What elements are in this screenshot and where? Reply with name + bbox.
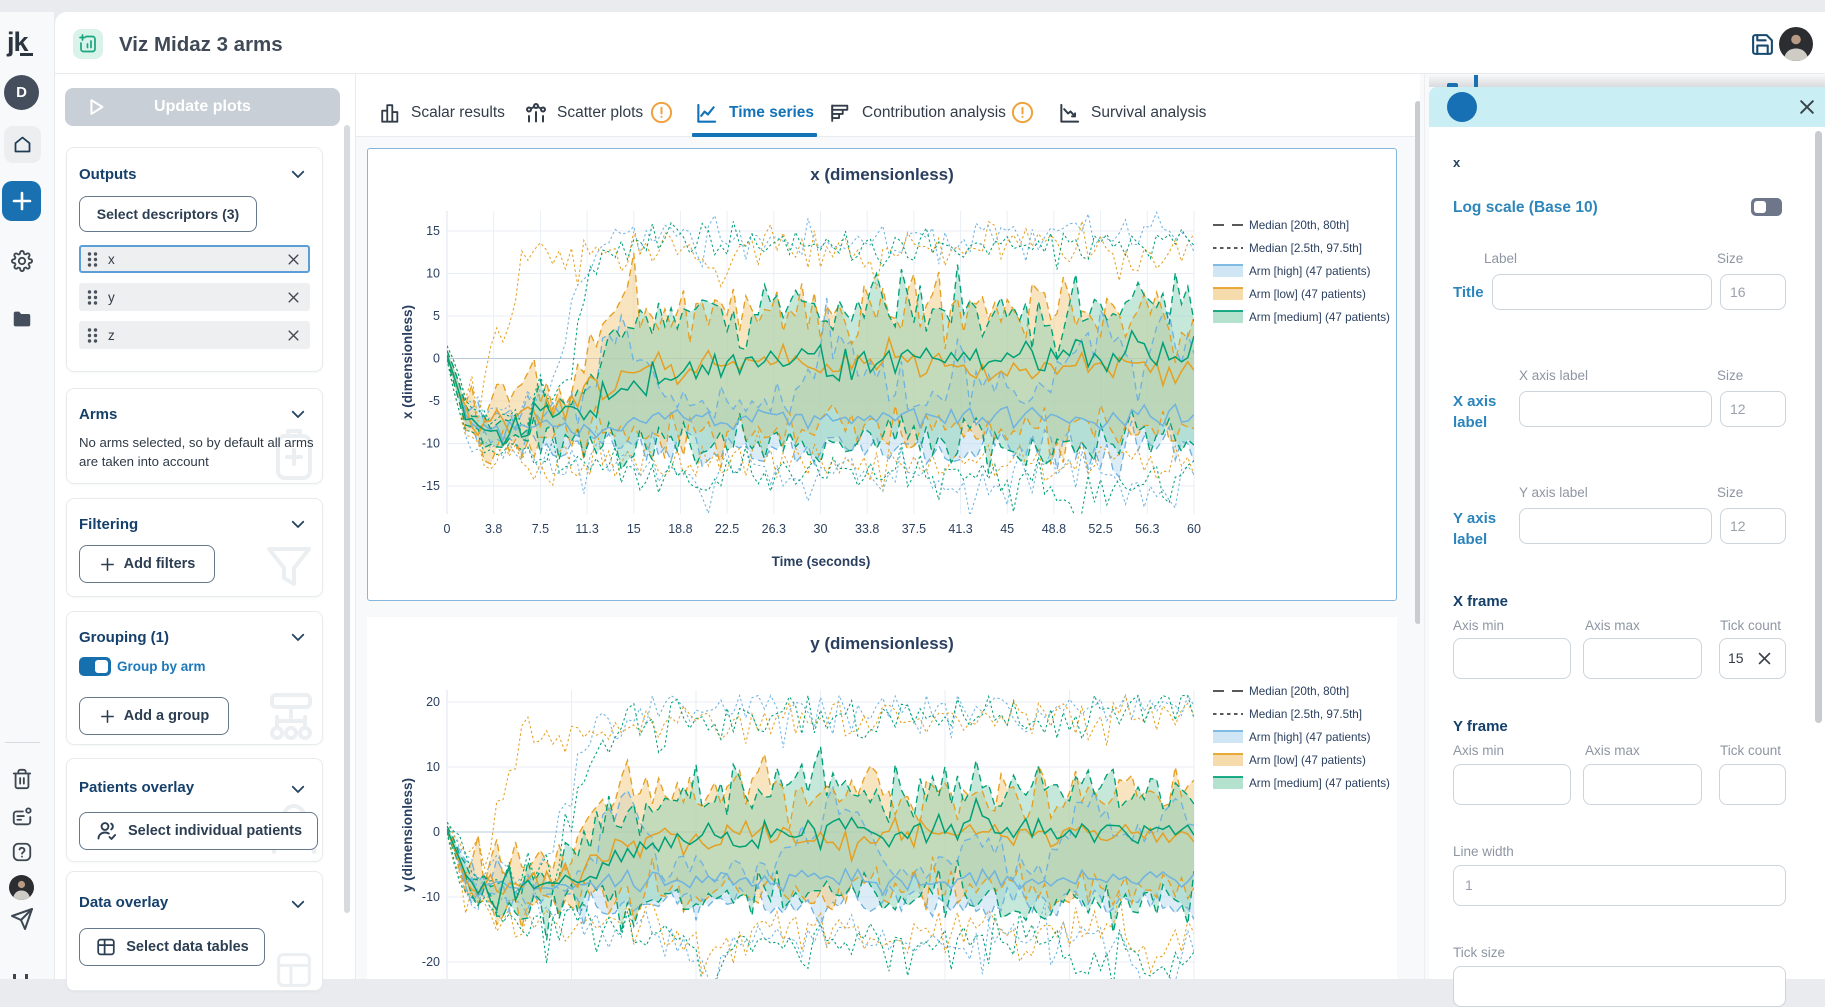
svg-text:Arm [medium] (47 patients): Arm [medium] (47 patients): [1249, 777, 1390, 790]
svg-text:45: 45: [1000, 522, 1014, 536]
svg-text:15: 15: [627, 522, 641, 536]
svg-text:10: 10: [426, 760, 440, 774]
svg-text:x (dimensionless): x (dimensionless): [400, 305, 415, 419]
svg-text:56.3: 56.3: [1135, 522, 1159, 536]
svg-text:-10: -10: [422, 890, 440, 904]
svg-text:-10: -10: [422, 437, 440, 451]
svg-text:3.8: 3.8: [485, 522, 502, 536]
svg-text:37.5: 37.5: [902, 522, 926, 536]
svg-text:0: 0: [444, 522, 451, 536]
svg-text:-15: -15: [422, 479, 440, 493]
svg-text:48.8: 48.8: [1042, 522, 1066, 536]
svg-text:y (dimensionless): y (dimensionless): [810, 634, 954, 653]
svg-text:Arm [low] (47 patients): Arm [low] (47 patients): [1249, 288, 1366, 301]
svg-text:20: 20: [426, 695, 440, 709]
svg-text:Arm [high] (47 patients): Arm [high] (47 patients): [1249, 731, 1371, 744]
svg-text:0: 0: [433, 352, 440, 366]
svg-text:Median [20th, 80th]: Median [20th, 80th]: [1249, 685, 1349, 698]
svg-text:7.5: 7.5: [532, 522, 549, 536]
svg-text:33.8: 33.8: [855, 522, 879, 536]
svg-text:15: 15: [426, 224, 440, 238]
svg-text:Arm [high] (47 patients): Arm [high] (47 patients): [1249, 265, 1371, 278]
svg-text:x (dimensionless): x (dimensionless): [810, 165, 954, 184]
svg-text:52.5: 52.5: [1088, 522, 1112, 536]
svg-text:-20: -20: [422, 955, 440, 969]
svg-text:22.5: 22.5: [715, 522, 739, 536]
svg-text:18.8: 18.8: [668, 522, 692, 536]
svg-text:26.3: 26.3: [762, 522, 786, 536]
svg-text:30: 30: [814, 522, 828, 536]
svg-text:Median [2.5th, 97.5th]: Median [2.5th, 97.5th]: [1249, 242, 1362, 255]
svg-text:Arm [low] (47 patients): Arm [low] (47 patients): [1249, 754, 1366, 767]
svg-text:Median [2.5th, 97.5th]: Median [2.5th, 97.5th]: [1249, 708, 1362, 721]
svg-text:Arm [medium] (47 patients): Arm [medium] (47 patients): [1249, 311, 1390, 324]
svg-text:Time (seconds): Time (seconds): [772, 554, 871, 569]
svg-text:-5: -5: [429, 394, 440, 408]
svg-text:10: 10: [426, 267, 440, 281]
svg-text:0: 0: [433, 825, 440, 839]
svg-text:41.3: 41.3: [948, 522, 972, 536]
svg-text:y (dimensionless): y (dimensionless): [400, 778, 415, 892]
svg-text:11.3: 11.3: [575, 522, 598, 536]
svg-text:Median [20th, 80th]: Median [20th, 80th]: [1249, 219, 1349, 232]
svg-text:5: 5: [433, 309, 440, 323]
svg-text:60: 60: [1187, 522, 1201, 536]
